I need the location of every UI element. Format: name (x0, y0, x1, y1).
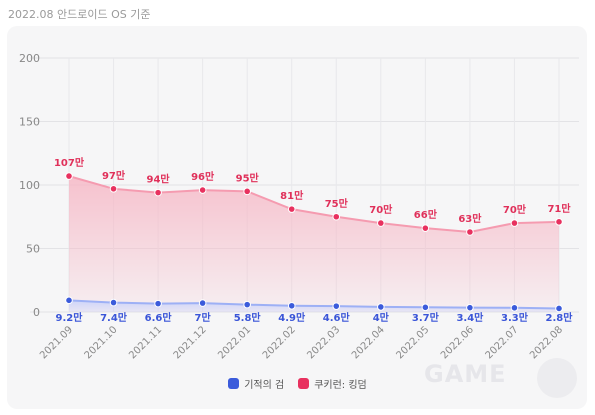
data-label: 95만 (236, 171, 260, 184)
data-label: 94만 (147, 173, 171, 186)
data-label: 96만 (191, 170, 215, 183)
data-label: 70만 (369, 203, 393, 216)
data-label: 107만 (54, 156, 85, 169)
x-tick-label: 2022.08 (528, 324, 565, 361)
chart-caption: 2022.08 안드로이드 OS 기준 (8, 8, 151, 21)
legend-swatch-series2 (298, 378, 310, 389)
data-label: 9.2만 (56, 311, 84, 324)
data-label: 71만 (547, 202, 571, 215)
data-point (332, 212, 341, 221)
data-point (466, 303, 474, 312)
x-tick-label: 2022.06 (439, 324, 476, 361)
data-label: 75만 (325, 197, 349, 210)
legend-item-series1[interactable]: 기적의 검 (228, 376, 284, 391)
data-point (287, 301, 296, 310)
x-tick-label: 2021.11 (127, 324, 164, 361)
series-area-2 (69, 176, 559, 312)
data-point (377, 219, 385, 227)
data-label: 70만 (503, 203, 527, 216)
legend-item-series2[interactable]: 쿠키런: 킹덤 (298, 376, 367, 391)
x-tick-label: 2021.09 (38, 324, 75, 361)
data-point (332, 302, 341, 310)
x-tick-label: 2021.10 (83, 324, 120, 361)
data-point (287, 205, 296, 213)
x-tick-label: 2022.03 (305, 324, 342, 361)
legend-label-series2: 쿠키런: 킹덤 (314, 380, 367, 391)
data-label: 4.9만 (278, 311, 306, 324)
x-tick-label: 2022.02 (261, 324, 298, 361)
data-label: 63만 (458, 212, 482, 225)
data-point (377, 303, 385, 311)
data-label: 66만 (414, 208, 438, 221)
legend-label-series1: 기적의 검 (244, 380, 285, 391)
y-tick-label: 100 (19, 179, 40, 192)
data-point (109, 298, 118, 307)
x-tick-label: 2021.12 (172, 324, 209, 361)
watermark-icon (537, 358, 577, 398)
y-tick-label: 200 (19, 52, 40, 65)
data-point (555, 304, 563, 313)
y-tick-label: 50 (26, 243, 40, 256)
data-point (510, 219, 519, 227)
data-label: 81만 (280, 189, 304, 202)
data-point (154, 299, 162, 308)
data-point (243, 187, 251, 196)
data-point (65, 296, 73, 305)
x-tick-label: 2022.05 (394, 324, 431, 361)
data-point (198, 299, 207, 307)
data-label: 7.4만 (100, 311, 128, 324)
y-tick-label: 150 (19, 116, 40, 129)
data-label: 4.6만 (323, 311, 351, 324)
data-point (109, 185, 118, 193)
data-point (421, 224, 430, 232)
data-label: 3.7만 (412, 311, 440, 324)
data-label: 5.8만 (234, 311, 262, 324)
data-label: 4만 (373, 311, 390, 324)
data-point (555, 218, 563, 226)
series-line-1 (68, 299, 560, 310)
data-label: 3.3만 (501, 311, 529, 324)
x-tick-label: 2022.01 (216, 324, 253, 361)
data-point (198, 186, 207, 194)
x-tick-label: 2022.07 (484, 324, 521, 361)
data-label: 6.6만 (145, 311, 173, 324)
data-point (243, 300, 251, 309)
data-label: 97만 (102, 169, 126, 182)
watermark-logo: GAME (424, 360, 507, 388)
data-label: 3.4만 (456, 311, 484, 324)
x-tick-label: 2022.04 (350, 324, 387, 361)
data-point (466, 228, 474, 236)
legend-swatch-series1 (228, 378, 240, 389)
chart-legend: 기적의 검 쿠키런: 킹덤 (0, 376, 595, 391)
data-point (154, 188, 162, 197)
data-label: 7만 (195, 311, 212, 324)
data-point (65, 172, 73, 180)
series-line-2 (68, 175, 560, 233)
y-tick-label: 0 (33, 306, 40, 319)
data-label: 2.8만 (546, 311, 574, 324)
data-point (510, 304, 519, 312)
data-point (421, 303, 430, 312)
